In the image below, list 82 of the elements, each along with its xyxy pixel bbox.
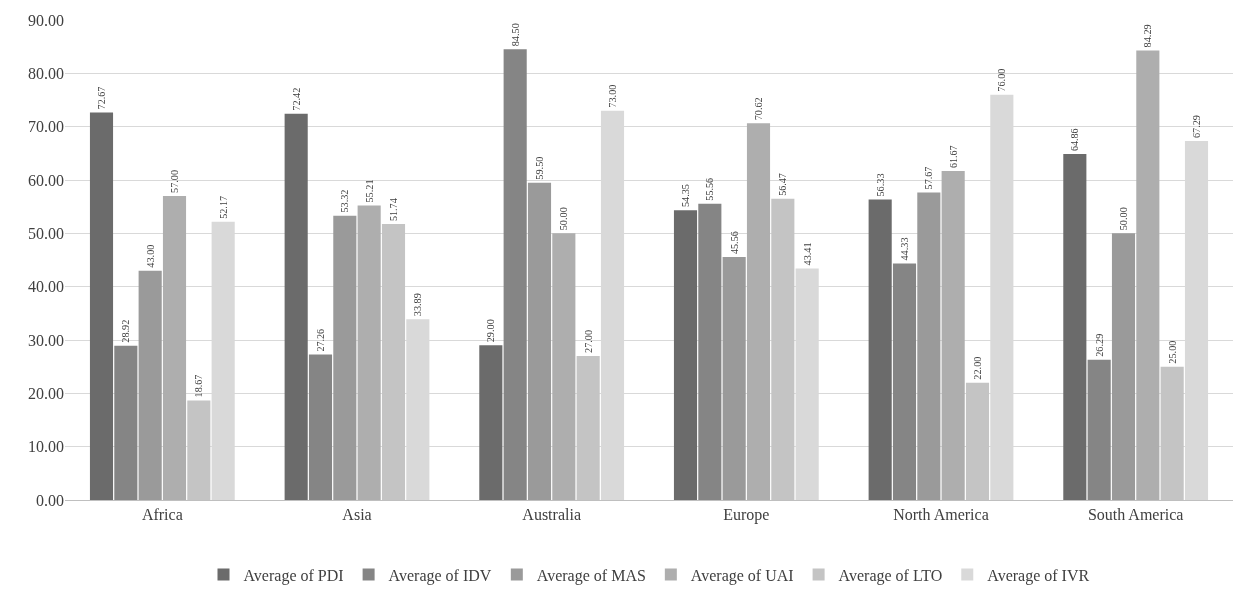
data-label: 18.67 [193, 374, 205, 398]
data-label: 44.33 [898, 237, 910, 261]
bar [673, 210, 698, 500]
y-tick-label: 70.00 [28, 118, 64, 136]
data-label: 50.00 [1117, 207, 1129, 231]
y-tick-label: 50.00 [28, 224, 64, 242]
data-label: 28.92 [120, 319, 132, 343]
data-label: 53.32 [339, 189, 351, 213]
bar [503, 49, 527, 500]
data-label: 76.00 [996, 68, 1008, 92]
data-label: 29.00 [485, 319, 497, 343]
y-tick-label: 20.00 [28, 384, 64, 402]
legend-label: Average of PDI [243, 566, 344, 585]
bar [308, 354, 333, 500]
x-tick-label: North America [893, 506, 989, 524]
bar [1087, 359, 1111, 500]
data-label: 70.62 [752, 97, 764, 121]
data-label: 64.86 [1069, 128, 1081, 152]
data-label: 61.67 [947, 145, 959, 169]
legend-label: Average of MAS [536, 566, 646, 585]
bar [746, 123, 771, 500]
data-label: 67.29 [1190, 115, 1202, 139]
x-tick-label: Europe [723, 506, 770, 525]
bar [284, 113, 308, 500]
x-tick-label: Africa [141, 506, 183, 524]
data-label: 45.56 [728, 231, 740, 254]
data-label: 73.00 [606, 84, 618, 108]
bar [722, 257, 746, 500]
bar [479, 345, 503, 500]
data-label: 57.67 [923, 166, 935, 190]
bar [1111, 233, 1136, 500]
data-label: 50.00 [558, 207, 570, 231]
y-tick-label: 30.00 [28, 331, 64, 349]
x-tick-label: South America [1087, 506, 1184, 524]
bar [357, 205, 381, 500]
y-tick-label: 90.00 [28, 11, 64, 29]
bar [333, 215, 357, 500]
data-label: 56.33 [874, 173, 886, 197]
data-label: 27.26 [314, 328, 326, 352]
y-tick-label: 60.00 [28, 171, 64, 189]
data-label: 52.17 [217, 196, 229, 219]
data-label: 27.00 [582, 329, 594, 353]
bar [917, 192, 941, 500]
bar [892, 263, 917, 500]
bar [1063, 154, 1087, 500]
bar [527, 182, 552, 500]
bar [138, 270, 162, 500]
data-label: 55.21 [363, 179, 375, 203]
data-label: 43.41 [801, 242, 813, 266]
data-label: 25.00 [1166, 340, 1178, 364]
data-label: 59.50 [533, 156, 545, 180]
x-tick-label: Australia [522, 506, 581, 524]
y-tick-label: 80.00 [28, 64, 64, 82]
legend-label: Average of LTO [838, 566, 943, 585]
data-label: 72.67 [95, 86, 107, 110]
data-label: 72.42 [290, 87, 302, 111]
bar [1136, 50, 1160, 500]
bar [552, 233, 576, 500]
legend-label: Average of IDV [388, 566, 492, 585]
bar [941, 171, 965, 500]
bar [89, 112, 114, 500]
data-label: 56.47 [777, 173, 789, 196]
data-label: 57.00 [168, 169, 180, 193]
bar [114, 345, 138, 500]
data-label: 84.29 [1142, 24, 1154, 48]
data-label: 43.00 [144, 244, 156, 268]
data-label: 51.74 [387, 198, 399, 222]
data-label: 55.56 [704, 177, 716, 201]
data-label: 33.89 [412, 293, 424, 317]
bar [698, 203, 722, 500]
x-tick-label: Asia [342, 506, 372, 524]
y-tick-label: 40.00 [28, 278, 64, 296]
data-label: 26.29 [1093, 333, 1105, 357]
data-label: 84.50 [509, 23, 521, 47]
data-label: 54.35 [679, 184, 691, 208]
y-tick-label: 0.00 [36, 491, 64, 509]
bar [868, 199, 892, 500]
legend-label: Average of UAI [690, 566, 794, 585]
bar [162, 196, 187, 500]
legend-label: Average of IVR [987, 566, 1090, 585]
y-tick-label: 10.00 [28, 438, 64, 456]
data-label: 22.00 [971, 356, 983, 380]
